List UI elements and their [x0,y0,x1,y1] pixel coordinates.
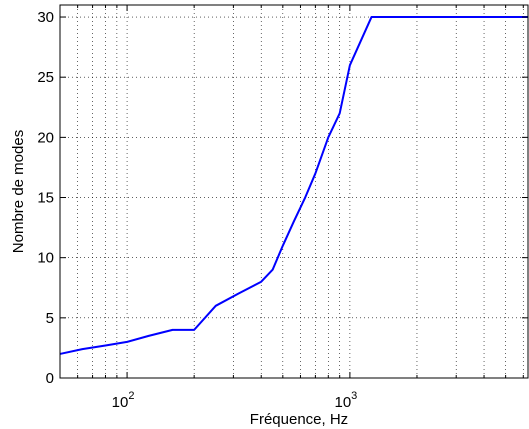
x-tick-label: 103 [334,390,357,411]
x-tick-label: 102 [112,390,135,411]
series-line [59,16,528,355]
grid [59,5,528,378]
series-layer [59,16,528,355]
x-axis-title: Fréquence, Hz [250,411,348,428]
y-tick-label: 20 [37,129,54,146]
y-axis-title: Nombre de modes [10,130,27,253]
ticks: 0 5 10 15 20 25 30 102 103 [37,5,528,411]
plot-frame [59,4,529,379]
y-tick-label: 0 [46,370,54,387]
y-tick-label: 10 [37,250,54,267]
y-tick-label: 25 [37,69,54,86]
y-tick-label: 30 [37,9,54,26]
y-tick-label: 5 [46,310,54,327]
y-tick-label: 15 [37,190,54,207]
